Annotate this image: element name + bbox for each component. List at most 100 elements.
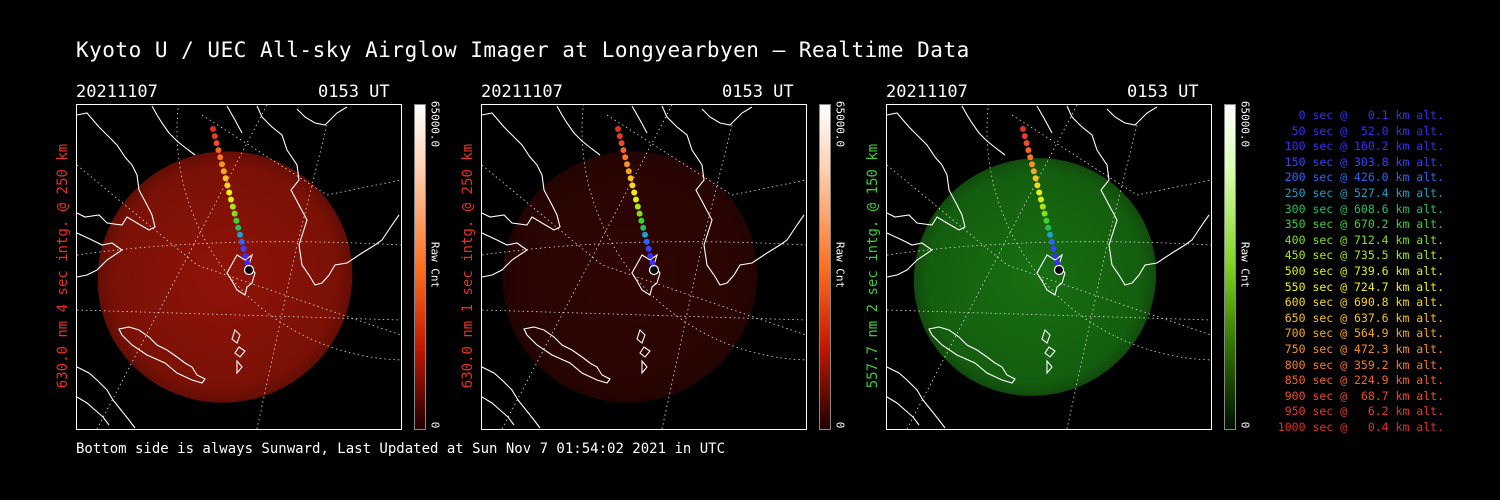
- trajectory-point: [240, 245, 247, 252]
- coastline: [523, 326, 611, 384]
- trajectory-point: [1021, 133, 1028, 140]
- coastline: [482, 366, 541, 429]
- coastline: [77, 366, 136, 429]
- legend-row: 750 sec @ 472.3 km alt.: [1284, 341, 1444, 356]
- trajectory-point: [1029, 161, 1035, 168]
- trajectory-point: [1025, 147, 1032, 154]
- panel-1-cbar-min: 0: [428, 421, 442, 429]
- trajectory-point: [1045, 224, 1052, 231]
- coastline: [636, 328, 646, 344]
- coastline: [234, 346, 246, 358]
- grid-line: [201, 114, 401, 196]
- coastline: [482, 396, 515, 426]
- panel-3-cbar-max: 65000.0: [1238, 100, 1252, 148]
- panel-2-cbar-max: 65000.0: [833, 100, 847, 148]
- trajectory-point: [649, 259, 656, 266]
- trajectory-point: [228, 196, 234, 203]
- legend-row: 250 sec @ 527.4 km alt.: [1284, 185, 1444, 200]
- coastline: [1041, 328, 1051, 344]
- panel-1-cbar-unit: Raw Cnt: [428, 241, 442, 289]
- trajectory-point: [616, 133, 623, 140]
- coastline: [482, 112, 561, 231]
- launch-site-marker: [243, 264, 255, 276]
- grid-line: [1066, 124, 1138, 429]
- trajectory-point: [1054, 259, 1061, 266]
- coastline: [151, 105, 196, 156]
- trajectory-point: [235, 224, 242, 231]
- coastline: [887, 366, 946, 429]
- legend-row: 850 sec @ 224.9 km alt.: [1284, 373, 1444, 388]
- panel-1-colorbar: [414, 104, 426, 430]
- trajectory-point: [1039, 203, 1046, 210]
- legend-row: 600 sec @ 690.8 km alt.: [1284, 295, 1444, 310]
- trajectory-point: [219, 161, 225, 168]
- trajectory-point: [233, 217, 240, 224]
- trajectory-point: [229, 203, 236, 210]
- trajectory-point: [629, 182, 636, 189]
- airglow-image: [913, 158, 1157, 396]
- trajectory-point: [642, 231, 648, 238]
- trajectory-point: [1020, 126, 1026, 132]
- launch-site-marker: [1053, 264, 1065, 276]
- coastline: [641, 359, 648, 375]
- trajectory-point: [217, 154, 224, 161]
- trajectory-point: [1048, 238, 1055, 245]
- coastline: [887, 112, 966, 231]
- grid-line: [1011, 114, 1211, 196]
- legend-row: 550 sec @ 724.7 km alt.: [1284, 279, 1444, 294]
- trajectory-point: [211, 133, 218, 140]
- coastline: [226, 253, 256, 296]
- trajectory-point: [633, 196, 639, 203]
- coastline: [296, 106, 348, 126]
- trajectory-point: [647, 252, 654, 259]
- coastline: [887, 396, 920, 426]
- trajectory-point: [620, 147, 627, 154]
- legend-row: 150 sec @ 303.8 km alt.: [1284, 154, 1444, 169]
- trajectory-point: [1050, 245, 1057, 252]
- coastline: [236, 359, 243, 375]
- trajectory-point: [213, 140, 220, 147]
- coastline: [631, 253, 661, 296]
- panel-2-date: 20211107: [481, 82, 563, 102]
- coastline: [631, 105, 648, 134]
- panel-3-colorbar: [1224, 104, 1236, 430]
- trajectory-point: [625, 168, 632, 175]
- panel-2-cbar-unit: Raw Cnt: [833, 241, 847, 289]
- legend-row: 300 sec @ 608.6 km alt.: [1284, 201, 1444, 216]
- coastline: [231, 328, 241, 344]
- coastline: [661, 105, 805, 286]
- trajectory-point: [640, 224, 647, 231]
- page-title: Kyoto U / UEC All-sky Airglow Imager at …: [76, 38, 970, 62]
- coastline: [1036, 253, 1066, 296]
- panel-3-cbar-min: 0: [1238, 421, 1252, 429]
- trajectory-point: [618, 140, 625, 147]
- trajectory-point: [631, 189, 638, 196]
- trajectory-point: [1034, 182, 1041, 189]
- coastline: [226, 105, 243, 134]
- trajectory-point: [1038, 196, 1044, 203]
- legend-row: 700 sec @ 564.9 km alt.: [1284, 326, 1444, 341]
- trajectory-point: [224, 182, 231, 189]
- legend-row: 100 sec @ 160.2 km alt.: [1284, 139, 1444, 154]
- coastline: [1036, 105, 1053, 134]
- trajectory-point: [242, 252, 249, 259]
- panel-2-time: 0153 UT: [722, 82, 794, 102]
- trajectory-point: [1047, 231, 1053, 238]
- trajectory-point: [615, 126, 621, 132]
- trajectory-point: [634, 203, 641, 210]
- panel-2-ylabel: 630.0 nm 1 sec intg. @ 250 km: [460, 143, 476, 389]
- trajectory-point: [643, 238, 650, 245]
- coastline: [77, 396, 110, 426]
- panel-3-image: [886, 104, 1212, 430]
- coastline: [482, 232, 528, 278]
- launch-site-marker: [648, 264, 660, 276]
- panel-3-cbar-unit: Raw Cnt: [1238, 241, 1252, 289]
- panel-3-date: 20211107: [886, 82, 968, 102]
- coastline: [1046, 359, 1053, 375]
- coastline: [118, 326, 206, 384]
- grid-line: [256, 124, 328, 429]
- panel-2-cbar-min: 0: [833, 421, 847, 429]
- panel-2-image: [481, 104, 807, 430]
- panel-1-date: 20211107: [76, 82, 158, 102]
- trajectory-point: [1023, 140, 1030, 147]
